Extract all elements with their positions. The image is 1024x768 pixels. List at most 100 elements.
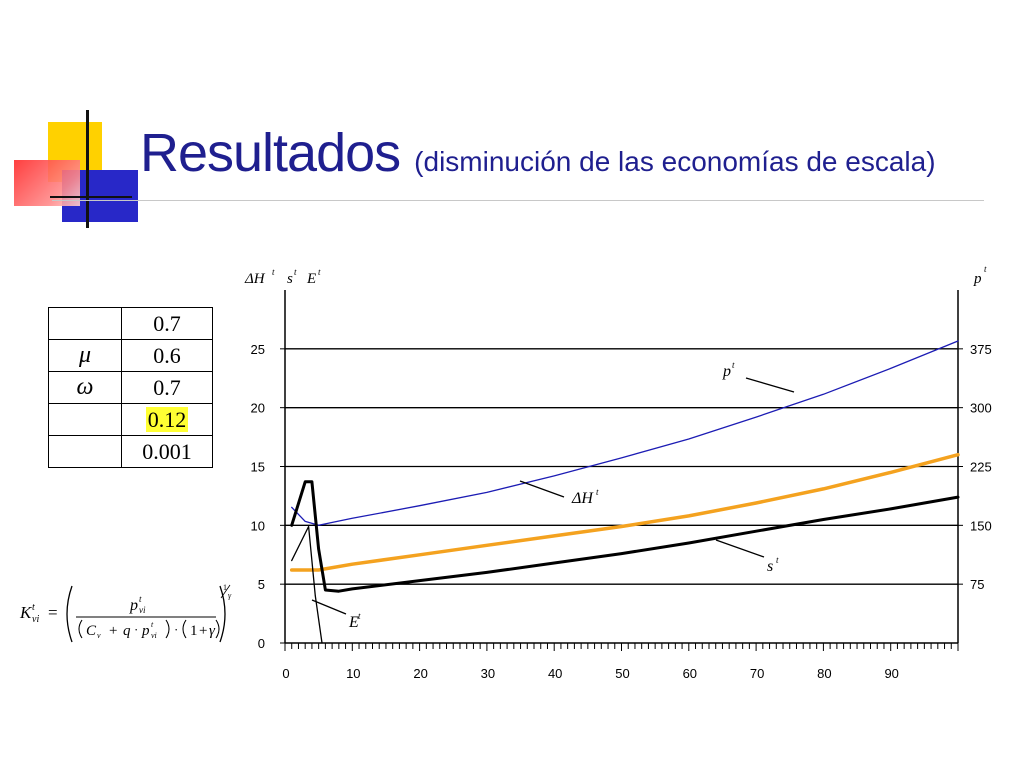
formula-left-paren <box>66 585 73 643</box>
left-axis-label-sup: t <box>294 267 297 277</box>
formula-den-paren2-close <box>215 619 220 639</box>
series-label-sup: t <box>776 555 779 565</box>
y2-tick-label: 75 <box>970 577 984 592</box>
formula-num-sup: t <box>139 594 142 604</box>
formula-lhs-sub: vi <box>32 614 39 625</box>
series-label: ΔH <box>571 490 594 507</box>
y-tick-label: 0 <box>258 636 265 651</box>
formula-exp-slash <box>220 584 231 599</box>
series-line-delta-H <box>290 480 960 593</box>
y-tick-label: 5 <box>258 577 265 592</box>
y-tick-label: 15 <box>251 460 265 475</box>
formula-den-paren-open <box>78 619 83 639</box>
formula-den-paren2-open <box>182 619 187 639</box>
x-tick-label: 70 <box>750 666 764 681</box>
y2-tick-label: 300 <box>970 401 992 416</box>
x-tick-label: 0 <box>282 666 289 681</box>
chart-series <box>289 340 960 644</box>
right-axis-label-sup: t <box>984 264 987 274</box>
series-label-sup: t <box>358 611 361 621</box>
formula-den-q: q <box>123 623 131 639</box>
param-value: 0.6 <box>121 339 213 372</box>
left-axis-label-e: E <box>306 271 316 287</box>
formula-den-gamma: γ <box>209 623 216 639</box>
x-tick-label: 30 <box>481 666 495 681</box>
y-tick-label: 25 <box>251 342 265 357</box>
param-value: 0.7 <box>121 371 213 404</box>
param-symbol <box>48 307 122 340</box>
title-subtitle: (disminución de las economías de escala) <box>414 146 936 177</box>
table-row: 0.001 <box>48 435 213 468</box>
formula-den-plus-2: + <box>199 623 207 639</box>
y-tick-label: 20 <box>251 401 265 416</box>
formula-den-one: 1 <box>190 623 198 639</box>
series-label: s <box>767 558 773 575</box>
series-label-sup: t <box>596 487 599 497</box>
right-axis-label-p: p <box>973 271 982 287</box>
table-row: 0.12 <box>48 403 213 436</box>
param-symbol <box>48 403 122 436</box>
x-tick-label: 60 <box>683 666 697 681</box>
callout-line <box>745 377 795 393</box>
formula-den-plus: + <box>109 623 117 639</box>
formula-den-paren-close <box>165 619 170 639</box>
callout-line <box>519 480 565 498</box>
formula-den-c: C <box>86 623 97 639</box>
param-value-text: 0.7 <box>153 310 181 336</box>
param-value-text: 0.001 <box>142 438 192 464</box>
deco-vertical-line <box>86 110 89 228</box>
left-axis-label-s: s <box>287 271 293 287</box>
series-line-E <box>291 525 323 644</box>
formula-lhs-sup: t <box>32 602 35 613</box>
formula-right-paren <box>219 585 226 643</box>
formula-equals: = <box>48 603 58 622</box>
formula-lhs: K <box>19 603 33 622</box>
formula-den-p-sup: t <box>151 620 154 629</box>
capacity-formula: K t vi = p t vi C v + q · p t vi · 1 + γ… <box>19 583 232 643</box>
series-label: p <box>722 363 731 380</box>
formula-num-p: p <box>129 597 138 614</box>
param-symbol-omega: ω <box>48 371 122 404</box>
title-main: Resultados <box>140 123 401 183</box>
left-axis-label-sup: t <box>318 267 321 277</box>
y2-tick-label: 375 <box>970 342 992 357</box>
formula-exp-num: 1 <box>223 583 227 592</box>
formula-num-sub: vi <box>139 605 146 615</box>
deco-red-square <box>14 160 80 206</box>
series-line-p <box>291 340 959 526</box>
formula-den-dot: · <box>134 622 138 637</box>
y2-tick-label: 150 <box>970 518 992 533</box>
left-axis-label-sup: t <box>272 267 275 277</box>
series-label-sup: t <box>732 360 735 370</box>
formula-exp-den: γ <box>228 591 232 600</box>
x-tick-label: 50 <box>615 666 629 681</box>
param-symbol-mu: μ <box>48 339 122 372</box>
formula-den-dot-2: · <box>174 622 178 637</box>
param-value-text: 0.7 <box>153 374 181 400</box>
param-value: 0.001 <box>121 435 213 468</box>
x-tick-label: 20 <box>413 666 427 681</box>
chart-labels: 0 5 10 15 20 25 75 150 225 300 375 0 10 20 30 40 50 60 70 8… <box>244 264 992 681</box>
table-row: ω 0.7 <box>48 371 213 404</box>
formula-den-p: p <box>141 623 150 639</box>
title-divider <box>52 200 984 201</box>
series-line-s <box>289 452 960 572</box>
x-tick-label: 90 <box>884 666 898 681</box>
callout-line <box>311 599 347 615</box>
chart-grid <box>285 348 958 585</box>
x-tick-label: 80 <box>817 666 831 681</box>
callout-line <box>715 539 765 558</box>
table-row: 0.7 <box>48 307 213 340</box>
param-value-text: 0.6 <box>153 342 181 368</box>
formula-den-p-sub: vi <box>151 631 157 640</box>
page-title: Resultados (disminución de las economías … <box>140 122 936 184</box>
formula-den-c-sub: v <box>97 631 101 640</box>
y2-tick-label: 225 <box>970 460 992 475</box>
x-tick-label: 40 <box>548 666 562 681</box>
y-tick-label: 10 <box>251 518 265 533</box>
series-label: E <box>348 614 359 631</box>
left-axis-label-delta-h: ΔH <box>244 271 266 287</box>
chart-axes <box>280 290 963 651</box>
table-row: μ 0.6 <box>48 339 213 372</box>
x-tick-label: 10 <box>346 666 360 681</box>
